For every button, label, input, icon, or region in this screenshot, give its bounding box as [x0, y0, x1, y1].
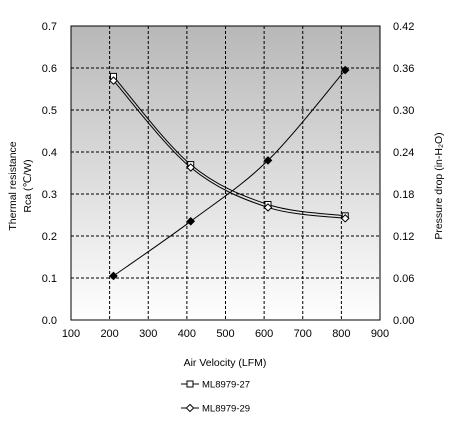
legend-label: ML8979-29 [202, 404, 250, 415]
x-tick-label: 900 [371, 328, 389, 340]
data-point [186, 216, 196, 226]
y-right-tick-label: 0.30 [393, 105, 414, 117]
legend-label: ML8979-27 [202, 380, 250, 391]
y-left-tick-label: 0.4 [42, 147, 57, 159]
data-point [340, 65, 350, 75]
data-point [109, 76, 118, 85]
y-right-tick-label: 0.24 [393, 147, 414, 159]
x-axis-title: Air Velocity (LFM) [184, 357, 267, 369]
x-tick-label: 100 [62, 328, 80, 340]
y-left-tick-label: 0.0 [42, 315, 57, 327]
x-tick-label: 300 [139, 328, 157, 340]
y-right-tick-label: 0.12 [393, 231, 414, 243]
data-point [263, 156, 273, 165]
y-right-tick-label: 0.42 [393, 21, 414, 33]
legend-item: ML8979-29 [181, 404, 250, 415]
legend-marker [185, 403, 195, 413]
legend-item: ML8979-27 [181, 380, 250, 391]
y-left-tick-label: 0.2 [42, 231, 57, 243]
x-tick-label: 600 [255, 328, 273, 340]
y-left-axis-title-line1: Thermal resistance [7, 141, 19, 230]
tick-labels: 100 200 300 400 500 600 700 800 900 0.0 0.00 0.1 0.0… [42, 21, 415, 340]
series-layer [109, 65, 350, 281]
y-right-tick-label: 0.36 [393, 63, 414, 75]
data-point [263, 203, 273, 212]
x-tick-label: 700 [294, 328, 312, 340]
legend: ML8979-27 ML8979-29 [181, 380, 250, 415]
series-2 [109, 76, 350, 223]
y-right-tick-label: 0.00 [393, 315, 414, 327]
x-tick-label: 200 [100, 328, 118, 340]
legend-marker [186, 380, 194, 388]
series-line [113, 76, 346, 217]
y-right-tick-label: 0.06 [393, 273, 414, 285]
y-left-tick-label: 0.5 [42, 105, 57, 117]
y-left-tick-label: 0.1 [42, 273, 57, 285]
series-line [113, 69, 346, 277]
series-line [113, 80, 346, 219]
y-left-axis-title-line2: Rca (℃/W) [22, 159, 34, 212]
data-point [186, 163, 196, 172]
series-3 [109, 65, 350, 281]
data-point [109, 271, 118, 281]
data-point [340, 214, 350, 223]
y-left-tick-label: 0.6 [42, 63, 57, 75]
x-tick-label: 800 [332, 328, 350, 340]
x-tick-label: 500 [216, 328, 234, 340]
y-right-tick-label: 0.18 [393, 189, 414, 201]
grid [71, 26, 380, 320]
y-right-axis-title: Pressure drop (in-H₂O) [433, 132, 445, 239]
y-left-tick-label: 0.7 [42, 21, 57, 33]
y-left-tick-label: 0.3 [42, 189, 57, 201]
x-tick-label: 400 [178, 328, 196, 340]
